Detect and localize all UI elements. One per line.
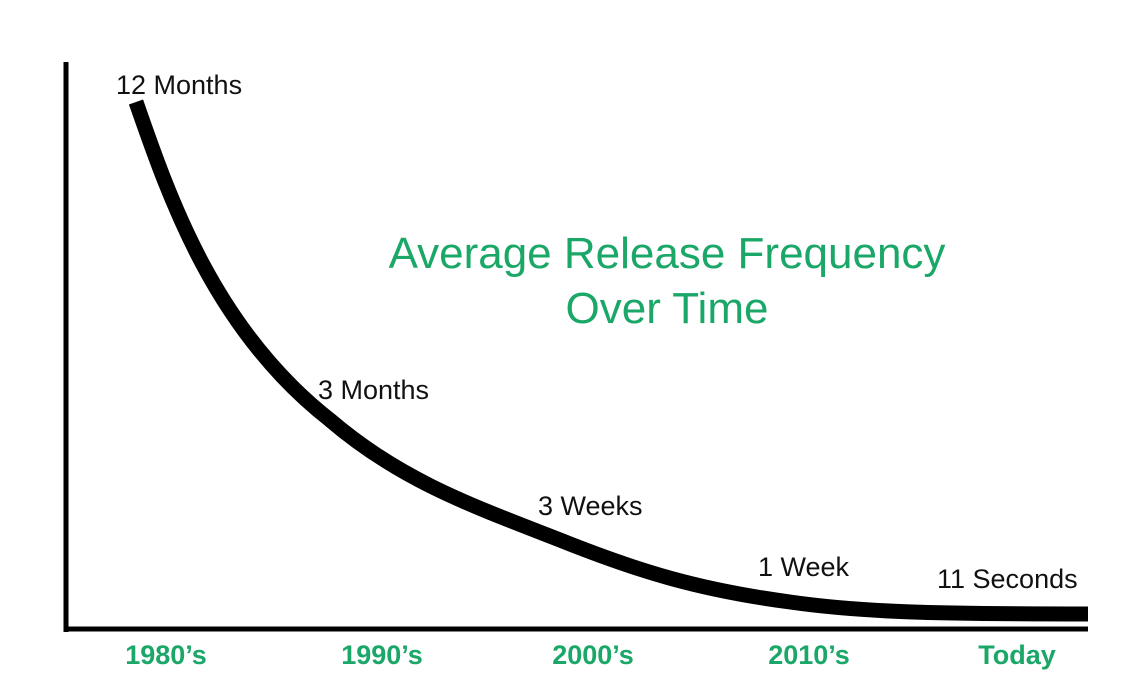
axes <box>63 62 1088 632</box>
chart-title-line-2: Over Time <box>566 284 769 333</box>
x-tick-label: 1980’s <box>125 640 207 670</box>
x-tick-labels: 1980’s 1990’s 2000’s 2010’s Today <box>125 640 1056 670</box>
x-tick-label: 2000’s <box>552 640 634 670</box>
point-labels: 12 Months 3 Months 3 Weeks 1 Week 11 Seconds <box>116 70 1078 594</box>
data-point-label: 3 Weeks <box>538 491 643 521</box>
data-point-label: 1 Week <box>758 552 850 582</box>
release-frequency-curve <box>128 99 1089 622</box>
chart-title-line-1: Average Release Frequency <box>389 229 946 278</box>
x-tick-label: Today <box>978 640 1056 670</box>
chart-title: Average Release Frequency Over Time <box>389 229 946 333</box>
data-point-label: 12 Months <box>116 70 242 100</box>
data-point-label: 3 Months <box>318 375 429 405</box>
x-tick-label: 1990’s <box>341 640 423 670</box>
data-point-label: 11 Seconds <box>937 564 1078 594</box>
x-tick-label: 2010’s <box>768 640 850 670</box>
